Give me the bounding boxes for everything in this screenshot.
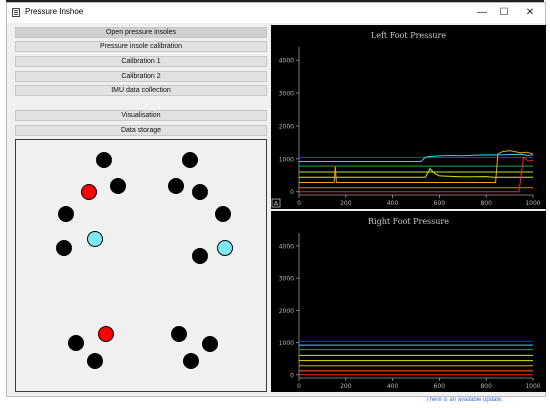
series-line-8 xyxy=(299,156,534,193)
close-button[interactable]: ✕ xyxy=(525,7,535,18)
pressure-sensor-13 xyxy=(98,326,114,342)
series-line-2 xyxy=(299,153,534,162)
x-tick-label: 400 xyxy=(387,383,399,390)
visualisation-button[interactable]: Visualisation xyxy=(15,110,267,121)
y-tick-label: 0 xyxy=(290,372,294,379)
right-foot-pressure-svg: Right Foot Pressure 0 1000 2000 3000 4000 0 200… xyxy=(279,217,541,390)
pressure-sensor-14 xyxy=(68,335,84,351)
minimize-button[interactable]: — xyxy=(477,7,487,18)
auto-range-label: A xyxy=(274,200,279,208)
maximize-button[interactable]: ☐ xyxy=(499,7,509,18)
pressure-sensor-3 xyxy=(81,184,97,200)
y-tick-label: 4000 xyxy=(279,58,294,65)
pressure-sensor-8 xyxy=(215,206,231,222)
window-title: Pressure Inshoe xyxy=(25,7,84,16)
pressure-sensor-11 xyxy=(192,248,208,264)
background-bottom xyxy=(0,397,550,408)
x-tick-label: 1000 xyxy=(525,383,540,390)
x-tick-label: 400 xyxy=(387,200,399,207)
update-notification[interactable]: There is an available update. xyxy=(426,397,504,403)
x-tick-label: 600 xyxy=(434,200,446,207)
pressure-sensor-1 xyxy=(96,152,112,168)
x-tick-label: 600 xyxy=(434,383,446,390)
y-tick-label: 1000 xyxy=(279,156,294,163)
series-line-6 xyxy=(299,150,534,183)
pressure-sensor-12 xyxy=(217,240,233,256)
background-strip-right xyxy=(544,0,550,408)
app-icon xyxy=(12,8,20,17)
pressure-sensor-5 xyxy=(168,178,184,194)
y-tick-label: 3000 xyxy=(279,276,294,283)
insole-sensor-map xyxy=(15,139,267,392)
pressure-insole-calibration-button[interactable]: Pressure insole calibration xyxy=(15,41,267,52)
calibration-2-button[interactable]: Calibration 2 xyxy=(15,71,267,82)
right-foot-pressure-chart: Right Foot Pressure 0 1000 2000 3000 4000 0 200… xyxy=(271,211,546,392)
open-pressure-insoles-button[interactable]: Open pressure insoles xyxy=(15,27,267,38)
left-foot-pressure-svg: Left Foot Pressure 0 1000 2000 3000 4000 0 200 4… xyxy=(271,31,541,208)
left-foot-pressure-chart: Left Foot Pressure 0 1000 2000 3000 4000 0 200 4… xyxy=(271,25,546,209)
pressure-sensor-10 xyxy=(56,240,72,256)
x-tick-label: 800 xyxy=(480,383,492,390)
background-strip-left xyxy=(0,0,6,408)
pressure-sensor-7 xyxy=(58,206,74,222)
y-tick-label: 2000 xyxy=(279,308,294,315)
pressure-sensor-2 xyxy=(182,152,198,168)
pressure-sensor-4 xyxy=(110,178,126,194)
pressure-sensor-18 xyxy=(183,353,199,369)
pressure-sensor-15 xyxy=(171,326,187,342)
app-window: Pressure Inshoe — ☐ ✕ Open pressure inso… xyxy=(6,2,546,397)
title-bar[interactable]: Pressure Inshoe — ☐ ✕ xyxy=(7,3,545,23)
y-tick-label: 0 xyxy=(290,189,294,196)
y-tick-label: 3000 xyxy=(279,91,294,98)
x-tick-label: 200 xyxy=(340,200,352,207)
pressure-sensor-16 xyxy=(202,336,218,352)
pressure-sensor-6 xyxy=(192,184,208,200)
imu-data-collection-button[interactable]: IMU data collection xyxy=(15,85,267,96)
y-tick-label: 2000 xyxy=(279,123,294,130)
data-storage-button[interactable]: Data storage xyxy=(15,125,267,136)
chart-title: Right Foot Pressure xyxy=(368,217,449,226)
x-tick-label: 800 xyxy=(480,200,492,207)
pressure-sensor-9 xyxy=(87,231,103,247)
x-tick-label: 0 xyxy=(297,200,301,207)
y-tick-label: 1000 xyxy=(279,340,294,347)
calibration-1-button[interactable]: Calibration 1 xyxy=(15,56,267,67)
chart-title: Left Foot Pressure xyxy=(371,31,446,40)
x-tick-label: 200 xyxy=(340,383,352,390)
auto-range-button[interactable] xyxy=(271,198,281,208)
x-tick-label: 0 xyxy=(297,383,301,390)
y-tick-label: 4000 xyxy=(279,243,294,250)
pressure-sensor-17 xyxy=(87,353,103,369)
x-tick-label: 1000 xyxy=(525,200,540,207)
